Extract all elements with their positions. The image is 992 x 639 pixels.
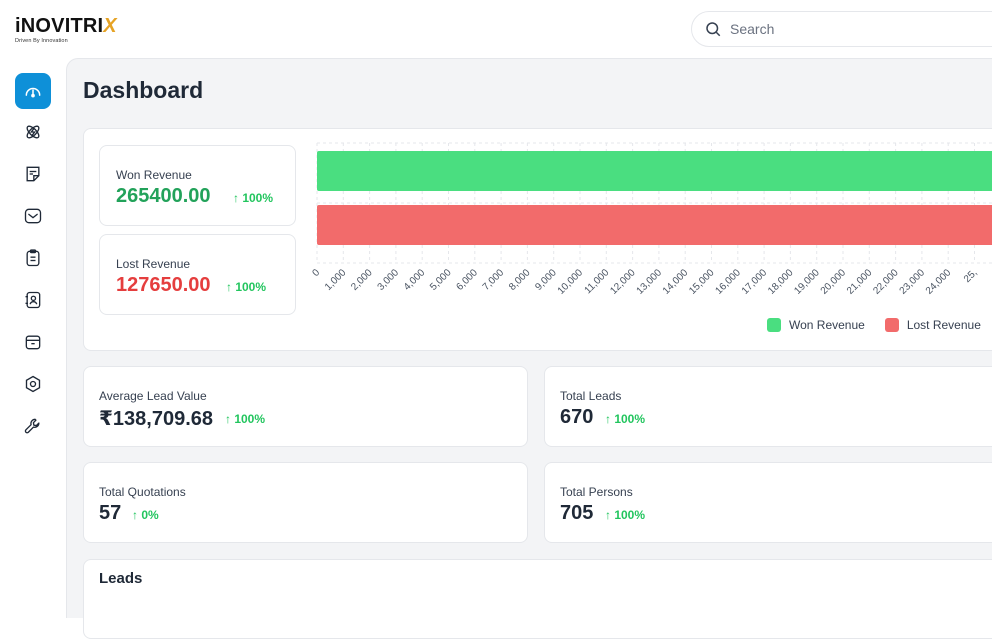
stat-card-total-leads: Total Leads 670 ↑ 100% [544, 366, 992, 447]
leads-card: Leads [83, 559, 992, 639]
sidebar-item-contacts[interactable] [15, 282, 51, 318]
brand-logo[interactable]: iNOVITRIX Driven By Innovation [15, 15, 125, 49]
contact-book-icon [25, 291, 41, 309]
stat-trend: ↑ 100% [225, 412, 266, 426]
sidebar-item-leads[interactable] [15, 114, 51, 150]
brand-name: iNOVITRI [15, 15, 104, 37]
sidebar-item-mail[interactable] [15, 198, 51, 234]
x-tick-label: 25, [962, 267, 980, 285]
sidebar-item-configuration[interactable] [15, 408, 51, 444]
won-revenue-value: 265400.00 [116, 185, 211, 207]
x-tick-label: 15,000 [687, 267, 717, 297]
clipboard-icon [26, 249, 40, 267]
wrench-icon [24, 418, 40, 434]
lost-revenue-value: 127650.00 [116, 274, 211, 296]
brand-wordmark: iNOVITRIX [15, 15, 125, 37]
stat-value: 670 [560, 406, 594, 428]
x-tick-label: 21,000 [845, 267, 875, 297]
x-tick-label: 1,000 [323, 267, 349, 293]
settings-hex-icon [25, 375, 41, 393]
x-tick-label: 8,000 [507, 267, 533, 293]
x-tick-label: 16,000 [714, 267, 744, 297]
brand-x-mark: X [103, 15, 117, 37]
x-tick-label: 24,000 [924, 267, 954, 297]
lost-revenue-label: Lost Revenue [116, 257, 191, 271]
sidebar-item-products[interactable] [15, 324, 51, 360]
chart-legend: Won Revenue Lost Revenue [767, 318, 992, 332]
gauge-icon [25, 87, 41, 98]
x-tick-label: 18,000 [766, 267, 796, 297]
bar-lost-revenue [317, 205, 992, 245]
stat-label: Total Persons [560, 485, 633, 499]
x-tick-label: 6,000 [454, 267, 480, 293]
search-input[interactable] [730, 21, 930, 37]
stat-card-total-quotations: Total Quotations 57 ↑ 0% [83, 462, 528, 543]
sidebar [0, 58, 66, 603]
x-tick-label: 12,000 [608, 267, 638, 297]
sidebar-item-settings[interactable] [15, 366, 51, 402]
search-box[interactable] [691, 11, 992, 47]
leads-title: Leads [99, 570, 143, 587]
x-tick-label: 0 [310, 267, 322, 279]
won-revenue-label: Won Revenue [116, 168, 192, 182]
sticky-note-icon [26, 166, 40, 182]
sidebar-item-activities[interactable] [15, 240, 51, 276]
x-tick-label: 23,000 [898, 267, 928, 297]
stat-card-average-lead-value: Average Lead Value ₹138,709.68 ↑ 100% [83, 366, 528, 447]
lost-revenue-trend: ↑ 100% [226, 280, 267, 294]
x-tick-label: 20,000 [819, 267, 849, 297]
legend-label-lost: Lost Revenue [906, 318, 981, 332]
x-tick-label: 19,000 [792, 267, 822, 297]
stat-trend: ↑ 100% [605, 412, 646, 426]
stat-value: ₹138,709.68 [99, 408, 214, 430]
stat-value: 705 [560, 502, 594, 524]
stat-label: Total Quotations [99, 485, 186, 499]
won-revenue-trend: ↑ 100% [233, 191, 274, 205]
stat-trend: ↑ 0% [132, 508, 159, 522]
x-tick-label: 22,000 [871, 267, 901, 297]
stat-value: 57 [99, 502, 122, 524]
bar-won-revenue [317, 151, 992, 191]
atom-icon [26, 125, 40, 139]
brand-tagline: Driven By Innovation [15, 38, 68, 44]
stat-label: Total Leads [560, 389, 622, 403]
archive-box-icon [25, 335, 41, 350]
x-tick-label: 3,000 [376, 267, 402, 293]
legend-swatch-won [767, 318, 781, 332]
legend-item-won[interactable]: Won Revenue [767, 318, 865, 332]
won-revenue-card: Won Revenue 265400.00 ↑ 100% [99, 145, 296, 226]
x-tick-label: 2,000 [349, 267, 375, 293]
stat-label: Average Lead Value [99, 389, 207, 403]
sidebar-item-dashboard[interactable] [15, 73, 51, 109]
x-tick-label: 17,000 [740, 267, 770, 297]
x-tick-label: 13,000 [635, 267, 665, 297]
lost-revenue-card: Lost Revenue 127650.00 ↑ 100% [99, 234, 296, 315]
stat-trend: ↑ 100% [605, 508, 646, 522]
top-bar: iNOVITRIX Driven By Innovation [0, 0, 992, 58]
legend-swatch-lost [884, 318, 899, 332]
x-tick-label: 14,000 [661, 267, 691, 297]
x-tick-label: 4,000 [402, 267, 428, 293]
x-tick-label: 5,000 [428, 267, 454, 293]
sidebar-item-quotes[interactable] [15, 156, 51, 192]
legend-label-won: Won Revenue [789, 318, 865, 332]
page-title: Dashboard [83, 77, 204, 103]
revenue-panel: Won Revenue 265400.00 ↑ 100% Lost Revenu… [83, 128, 992, 351]
x-tick-label: 11,000 [583, 267, 612, 296]
legend-item-lost[interactable]: Lost Revenue [884, 318, 981, 332]
inbox-icon [24, 208, 42, 224]
x-tick-label: 7,000 [481, 267, 507, 293]
stat-card-total-persons: Total Persons 705 ↑ 100% [544, 462, 992, 543]
main-content: Dashboard Won Revenue 265400.00 ↑ 100% L… [66, 58, 992, 639]
search-icon [706, 22, 721, 37]
revenue-bar-chart: 0 1,000 2,000 3,000 4,000 5,000 6,000 7,000 8,00… [310, 142, 992, 297]
x-tick-label: 10,000 [556, 267, 586, 297]
